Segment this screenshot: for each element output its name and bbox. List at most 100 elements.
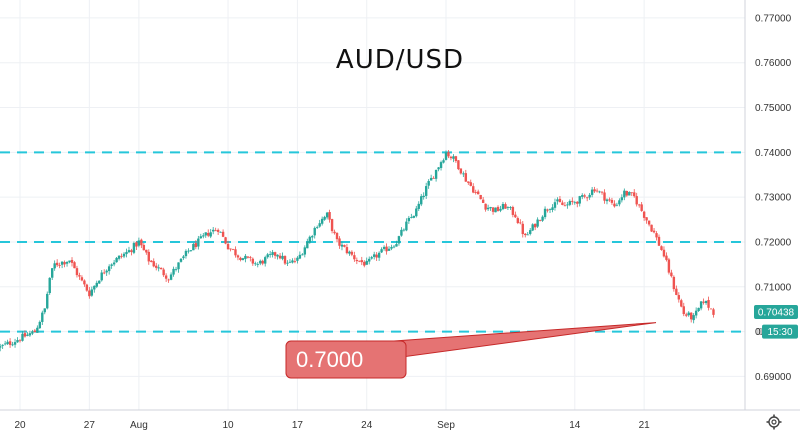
candle: [573, 200, 576, 205]
candle: [271, 249, 274, 258]
candle: [159, 267, 163, 270]
candle: [556, 197, 559, 205]
candle: [278, 252, 282, 260]
candle: [291, 258, 294, 264]
candle: [699, 301, 703, 311]
candle: [90, 286, 94, 297]
candle: [46, 291, 49, 310]
candle: [610, 197, 614, 205]
candle: [13, 338, 17, 348]
candle: [692, 313, 695, 324]
candle: [155, 262, 158, 271]
candle: [135, 241, 138, 250]
candle: [514, 211, 517, 219]
candle: [516, 216, 520, 225]
candle: [142, 243, 146, 251]
candle: [432, 176, 435, 179]
y-tick-label: 0.73000: [755, 193, 792, 204]
last-price-badges: 0.70438 15:30 0.70000: [754, 304, 798, 339]
candle: [494, 207, 497, 213]
candle: [48, 277, 51, 295]
candle: [311, 234, 314, 241]
y-tick-label: 0.72000: [755, 237, 792, 248]
candle: [427, 179, 430, 189]
axes: [0, 0, 800, 411]
candle: [236, 254, 240, 261]
x-tick-label: 20: [14, 420, 26, 431]
candle: [130, 248, 133, 256]
candle: [363, 260, 366, 268]
candle: [370, 255, 373, 260]
candle: [390, 244, 393, 251]
candle: [209, 228, 212, 239]
candle: [335, 232, 339, 243]
candle: [98, 280, 101, 284]
candle: [429, 174, 433, 181]
candle: [647, 220, 651, 227]
candle: [623, 188, 626, 201]
candle: [491, 207, 495, 215]
candle: [216, 228, 220, 236]
candle: [454, 155, 458, 163]
candle: [38, 320, 42, 329]
candle: [593, 186, 596, 193]
candle: [43, 308, 46, 315]
candle: [412, 215, 416, 219]
candle: [187, 248, 190, 254]
candle: [140, 238, 143, 249]
candle: [21, 331, 24, 342]
candle: [444, 150, 448, 161]
candle: [120, 253, 123, 259]
candle: [229, 248, 232, 252]
candle: [625, 190, 629, 197]
candle: [338, 236, 341, 249]
candle: [519, 219, 522, 225]
settings-gear-icon[interactable]: [766, 414, 782, 430]
candle: [667, 257, 671, 275]
candle: [95, 280, 98, 289]
candle: [204, 232, 207, 238]
time-axis-labels: 20 27 Aug 10 17 24 Sep 14 21: [14, 420, 650, 431]
candle: [447, 150, 450, 159]
candle: [145, 249, 148, 255]
candle: [524, 232, 527, 238]
candle: [504, 202, 507, 209]
y-tick-label: 0.76000: [755, 58, 792, 69]
candle: [467, 181, 470, 185]
callout-pointer: [393, 322, 657, 358]
candle: [568, 199, 572, 207]
candle: [73, 261, 76, 269]
candle: [298, 251, 302, 260]
candle: [670, 269, 673, 278]
candle: [536, 217, 539, 229]
candle: [360, 256, 363, 266]
candle: [704, 300, 708, 305]
x-tick-label: Sep: [437, 420, 455, 431]
candle: [595, 188, 599, 193]
candles: [0, 150, 715, 352]
candle: [53, 260, 56, 271]
candle: [28, 330, 32, 337]
candle: [241, 257, 245, 261]
candle: [600, 191, 604, 195]
candle: [462, 171, 465, 178]
candle: [202, 232, 205, 239]
candle: [558, 196, 562, 203]
candle: [320, 216, 324, 226]
candle: [395, 240, 398, 247]
candle: [103, 269, 106, 275]
candle: [60, 261, 64, 269]
candle: [578, 195, 581, 207]
candle: [377, 251, 381, 261]
callout-label: 0.7000: [296, 347, 363, 372]
candle: [697, 307, 700, 312]
candle: [23, 330, 27, 338]
candle: [68, 260, 71, 264]
candle: [459, 168, 463, 175]
candle: [499, 205, 502, 213]
candle: [551, 204, 554, 213]
candle: [189, 250, 193, 252]
candle: [6, 339, 9, 345]
candle: [585, 196, 589, 202]
